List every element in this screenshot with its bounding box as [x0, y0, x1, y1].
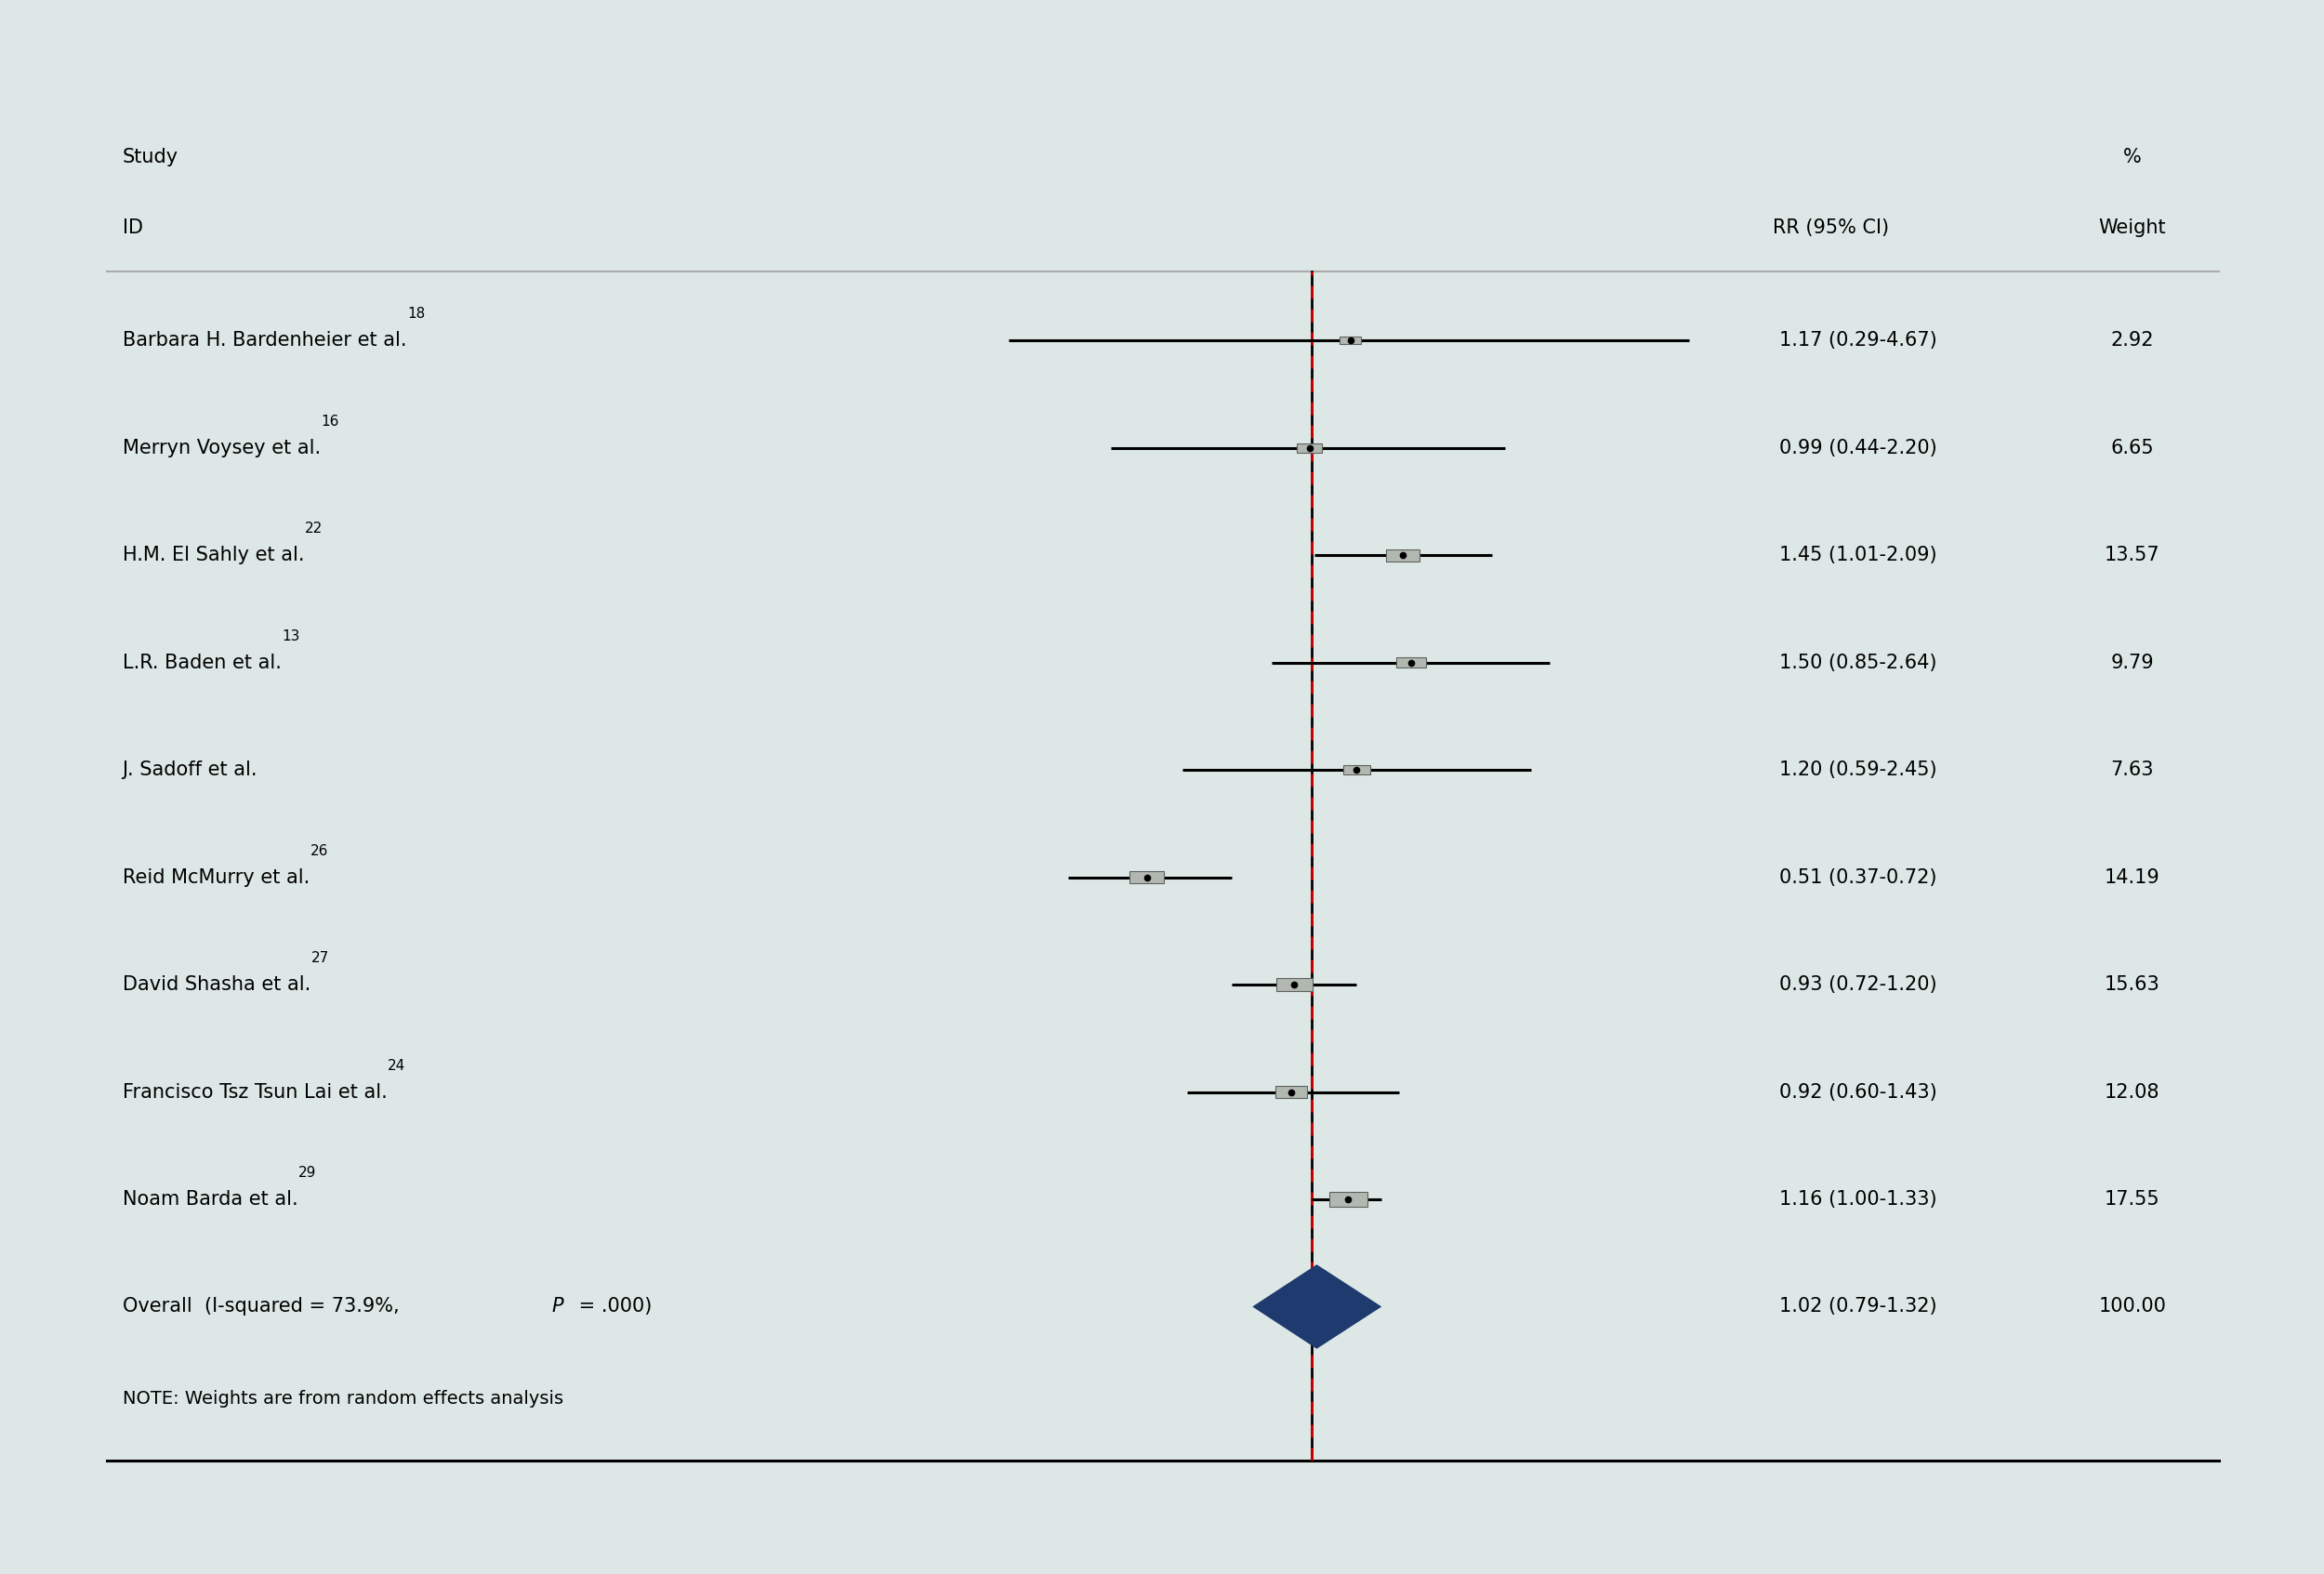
Text: 0.93 (0.72-1.20): 0.93 (0.72-1.20) — [1780, 976, 1938, 993]
Text: 100.00: 100.00 — [2099, 1297, 2166, 1316]
Text: 14.19: 14.19 — [2106, 867, 2159, 886]
Text: 9.79: 9.79 — [2110, 653, 2154, 672]
Text: Barbara H. Bardenheier et al.: Barbara H. Bardenheier et al. — [123, 331, 407, 349]
Bar — [1297, 444, 1322, 453]
Text: 15.63: 15.63 — [2106, 976, 2159, 993]
Text: J. Sadoff et al.: J. Sadoff et al. — [123, 760, 258, 779]
Text: %: % — [2124, 148, 2140, 167]
Text: H.M. El Sahly et al.: H.M. El Sahly et al. — [123, 546, 304, 565]
Text: Reid McMurry et al.: Reid McMurry et al. — [123, 867, 309, 886]
Text: 29: 29 — [297, 1166, 316, 1180]
Text: Francisco Tsz Tsun Lai et al.: Francisco Tsz Tsun Lai et al. — [123, 1083, 388, 1102]
Text: 2.92: 2.92 — [2110, 331, 2154, 349]
Text: Merryn Voysey et al.: Merryn Voysey et al. — [123, 439, 321, 456]
Text: 1.45 (1.01-2.09): 1.45 (1.01-2.09) — [1780, 546, 1938, 565]
Text: P: P — [551, 1297, 562, 1316]
Text: 0.92 (0.60-1.43): 0.92 (0.60-1.43) — [1780, 1083, 1938, 1102]
Text: Noam Barda et al.: Noam Barda et al. — [123, 1190, 297, 1209]
Text: 18: 18 — [407, 307, 425, 321]
Text: Weight: Weight — [2099, 219, 2166, 238]
Text: 16: 16 — [321, 414, 339, 428]
Text: NOTE: Weights are from random effects analysis: NOTE: Weights are from random effects an… — [123, 1390, 562, 1407]
Text: 7.63: 7.63 — [2110, 760, 2154, 779]
Bar — [1385, 549, 1420, 562]
Bar — [1329, 1192, 1367, 1206]
Text: RR (95% CI): RR (95% CI) — [1773, 219, 1889, 238]
Text: 0.99 (0.44-2.20): 0.99 (0.44-2.20) — [1780, 439, 1938, 456]
Text: 1.20 (0.59-2.45): 1.20 (0.59-2.45) — [1780, 760, 1938, 779]
Polygon shape — [1255, 1265, 1380, 1347]
Text: = .000): = .000) — [574, 1297, 653, 1316]
Text: 6.65: 6.65 — [2110, 439, 2154, 456]
Text: ID: ID — [123, 219, 142, 238]
Bar — [1276, 1086, 1308, 1097]
Bar — [1397, 658, 1425, 667]
Bar — [1343, 765, 1369, 774]
Bar — [1129, 870, 1164, 883]
Text: 22: 22 — [304, 523, 323, 535]
Bar — [1276, 977, 1313, 992]
Text: 26: 26 — [311, 844, 328, 858]
Text: 13.57: 13.57 — [2106, 546, 2159, 565]
Text: 0.51 (0.37-0.72): 0.51 (0.37-0.72) — [1780, 867, 1936, 886]
Text: 17.55: 17.55 — [2106, 1190, 2159, 1209]
Text: 12.08: 12.08 — [2106, 1083, 2159, 1102]
Text: 1.50 (0.85-2.64): 1.50 (0.85-2.64) — [1780, 653, 1936, 672]
Text: 1.02 (0.79-1.32): 1.02 (0.79-1.32) — [1780, 1297, 1938, 1316]
Text: 1.16 (1.00-1.33): 1.16 (1.00-1.33) — [1780, 1190, 1938, 1209]
Bar — [1341, 337, 1362, 345]
Text: 1.17 (0.29-4.67): 1.17 (0.29-4.67) — [1780, 331, 1938, 349]
Text: Study: Study — [123, 148, 179, 167]
Text: 27: 27 — [311, 951, 330, 965]
Text: L.R. Baden et al.: L.R. Baden et al. — [123, 653, 281, 672]
Text: Overall  (I-squared = 73.9%,: Overall (I-squared = 73.9%, — [123, 1297, 404, 1316]
Text: 24: 24 — [388, 1059, 407, 1072]
Text: 13: 13 — [281, 630, 300, 644]
Text: David Shasha et al.: David Shasha et al. — [123, 976, 311, 993]
